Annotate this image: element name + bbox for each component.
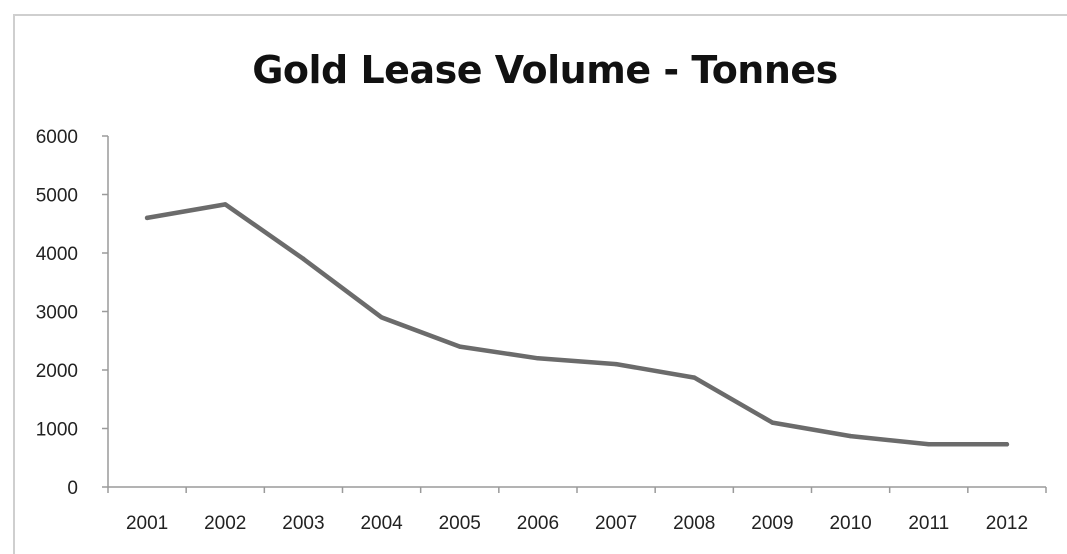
x-tick-label: 2006 [517, 513, 559, 534]
y-tick-label: 6000 [36, 127, 78, 148]
x-tick-label: 2009 [751, 513, 793, 534]
y-tick-label: 0 [67, 478, 78, 499]
y-tick-label: 3000 [36, 303, 78, 324]
data-point [848, 433, 853, 439]
y-axis-ticks: 0 1000 2000 3000 4000 5000 6000 [36, 127, 108, 499]
data-point [223, 202, 228, 207]
x-tick-label: 2002 [204, 513, 246, 534]
y-tick-label: 5000 [36, 186, 78, 207]
x-tick-label: 2005 [439, 513, 481, 534]
data-point [379, 315, 384, 320]
x-tick-label: 2004 [360, 513, 403, 534]
y-tick-label: 2000 [36, 361, 78, 382]
series-line [144, 202, 1010, 447]
chart-title: Gold Lease Volume - Tonnes [252, 48, 838, 92]
data-point [301, 256, 306, 262]
data-point [613, 361, 619, 367]
data-point [1004, 442, 1010, 447]
x-tick-label: 2001 [126, 513, 168, 534]
y-tick-label: 1000 [36, 420, 78, 441]
x-tick-label: 2003 [282, 513, 324, 534]
y-tick-label: 4000 [36, 244, 78, 265]
x-axis-ticks: 2001 2002 2003 2004 2005 2006 2007 2008 2009 2010… [107, 487, 1047, 534]
x-tick-label: 2008 [673, 513, 715, 534]
data-point [692, 375, 697, 380]
x-tick-label: 2010 [829, 513, 871, 534]
data-point [770, 420, 775, 425]
chart-axes [107, 136, 1046, 488]
x-tick-label: 2011 [908, 513, 949, 534]
chart-frame [13, 14, 1067, 554]
x-tick-label: 2012 [986, 513, 1028, 534]
data-point [535, 356, 541, 361]
x-tick-label: 2007 [595, 513, 637, 534]
data-point [144, 215, 150, 221]
series-layer [144, 202, 1010, 447]
data-point [457, 344, 462, 349]
data-point [926, 442, 931, 447]
